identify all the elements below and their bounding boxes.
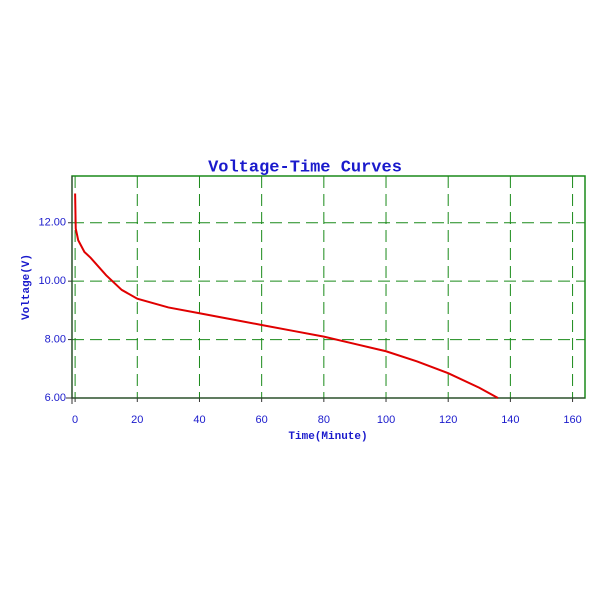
y-tick-label: 10.00 [38, 275, 66, 287]
x-tick-label: 140 [501, 414, 519, 426]
y-axis-label: Voltage(V) [21, 254, 33, 320]
x-tick-label: 120 [439, 414, 457, 426]
x-tick-label: 20 [131, 414, 143, 426]
x-tick-label: 60 [256, 414, 268, 426]
y-tick-label: 12.00 [38, 217, 66, 229]
chart-title: Voltage-Time Curves [208, 158, 402, 177]
x-tick-label: 40 [193, 414, 205, 426]
data-line [74, 193, 499, 399]
y-tick-label: 6.00 [45, 392, 66, 404]
x-tick-label: 160 [563, 414, 581, 426]
y-tick-label: 8.00 [45, 333, 66, 345]
x-axis-label: Time(Minute) [288, 431, 367, 443]
x-tick-label: 80 [318, 414, 330, 426]
x-tick-label: 0 [72, 414, 78, 426]
x-tick-label: 100 [377, 414, 395, 426]
